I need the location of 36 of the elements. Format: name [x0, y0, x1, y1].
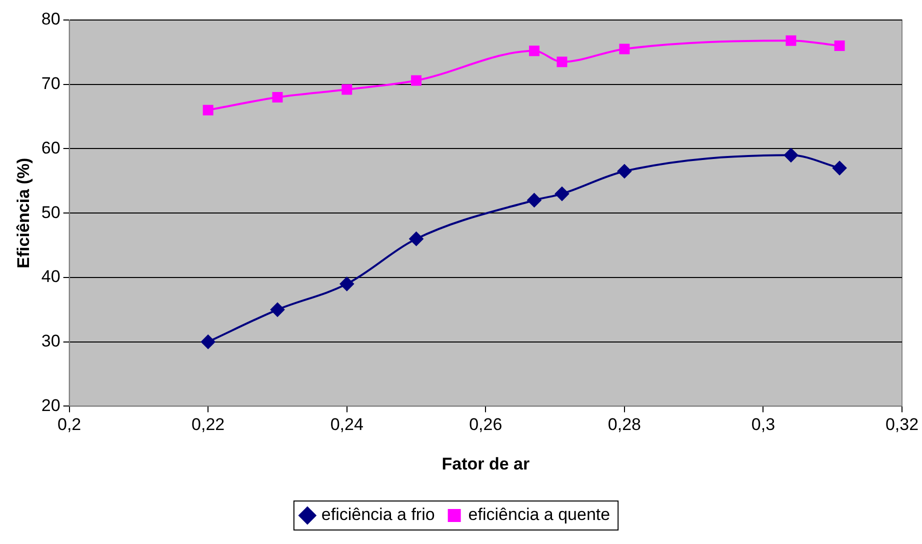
point — [272, 92, 283, 102]
x-tick-label: 0,28 — [608, 415, 641, 434]
x-tick-label: 0,3 — [751, 415, 776, 434]
x-tick-label: 0,24 — [330, 415, 364, 434]
x-tick-label: 0,22 — [192, 415, 225, 434]
point — [527, 193, 542, 208]
y-tick-label: 30 — [41, 332, 60, 351]
point — [409, 232, 424, 246]
point — [834, 40, 845, 51]
x-tick-label: 0,2 — [57, 415, 82, 434]
y-axis-title: Eficiência (%) — [14, 158, 33, 268]
point — [342, 84, 352, 95]
y-tick-label: 20 — [41, 396, 60, 415]
point — [202, 104, 214, 116]
x-tick-label: 0,32 — [885, 415, 919, 434]
point — [832, 161, 847, 176]
point — [786, 35, 796, 46]
legend-label: eficiência a quente — [468, 505, 610, 524]
x-axis-title: Fator de ar — [442, 454, 530, 474]
y-tick-label: 70 — [41, 74, 60, 94]
point — [201, 334, 216, 349]
point — [528, 46, 540, 56]
point — [270, 302, 284, 317]
point — [617, 164, 632, 178]
y-tick-label: 40 — [41, 267, 60, 286]
point — [556, 56, 568, 68]
y-tick-label: 60 — [41, 138, 60, 158]
x-tick-label: 0,26 — [469, 415, 502, 434]
point — [340, 276, 354, 291]
point — [784, 148, 798, 162]
point — [554, 186, 569, 201]
legend-label: eficiência a frio — [321, 505, 435, 524]
y-tick-label: 50 — [41, 202, 60, 222]
point — [619, 44, 630, 54]
y-tick-label: 80 — [41, 10, 60, 29]
point — [411, 75, 422, 86]
